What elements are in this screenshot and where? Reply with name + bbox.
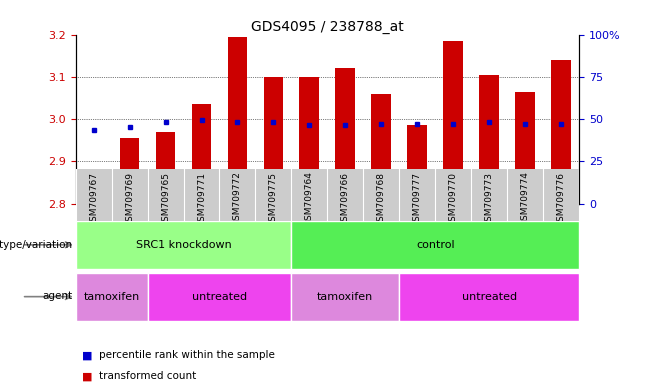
Bar <box>515 92 535 204</box>
Bar <box>371 94 391 204</box>
Bar <box>336 68 355 204</box>
Text: tamoxifen: tamoxifen <box>84 291 139 302</box>
Text: GSM709771: GSM709771 <box>197 172 206 227</box>
Bar <box>291 273 399 321</box>
Text: GSM709769: GSM709769 <box>125 172 134 227</box>
Text: untreated: untreated <box>192 291 247 302</box>
Text: GSM709765: GSM709765 <box>161 172 170 227</box>
Bar <box>479 75 499 204</box>
Text: GSM709775: GSM709775 <box>269 172 278 227</box>
Bar <box>191 104 211 204</box>
Text: control: control <box>416 240 455 250</box>
Bar <box>291 221 579 269</box>
Bar <box>443 41 463 204</box>
Bar <box>156 132 176 204</box>
Bar <box>299 77 319 204</box>
Text: GSM709770: GSM709770 <box>449 172 458 227</box>
Text: transformed count: transformed count <box>99 371 196 381</box>
Text: percentile rank within the sample: percentile rank within the sample <box>99 350 274 360</box>
Title: GDS4095 / 238788_at: GDS4095 / 238788_at <box>251 20 404 33</box>
Text: GSM709766: GSM709766 <box>341 172 350 227</box>
Text: ■: ■ <box>82 350 93 360</box>
Bar <box>76 273 147 321</box>
Text: GSM709772: GSM709772 <box>233 172 242 227</box>
Text: GSM709768: GSM709768 <box>377 172 386 227</box>
Text: tamoxifen: tamoxifen <box>317 291 374 302</box>
Text: GSM709764: GSM709764 <box>305 172 314 227</box>
Text: agent: agent <box>42 291 72 301</box>
Text: GSM709776: GSM709776 <box>557 172 566 227</box>
Text: GSM709767: GSM709767 <box>89 172 98 227</box>
Text: GSM709774: GSM709774 <box>520 172 530 227</box>
Text: genotype/variation: genotype/variation <box>0 240 72 250</box>
Bar <box>147 273 291 321</box>
Text: GSM709777: GSM709777 <box>413 172 422 227</box>
Text: GSM709773: GSM709773 <box>485 172 494 227</box>
Bar <box>84 200 103 204</box>
Text: untreated: untreated <box>462 291 517 302</box>
Text: ■: ■ <box>82 371 93 381</box>
Bar <box>228 37 247 204</box>
Bar <box>551 60 571 204</box>
Bar <box>120 138 139 204</box>
Bar <box>76 221 291 269</box>
Text: SRC1 knockdown: SRC1 knockdown <box>136 240 232 250</box>
Bar <box>264 77 284 204</box>
Bar <box>407 126 427 204</box>
Bar <box>399 273 579 321</box>
